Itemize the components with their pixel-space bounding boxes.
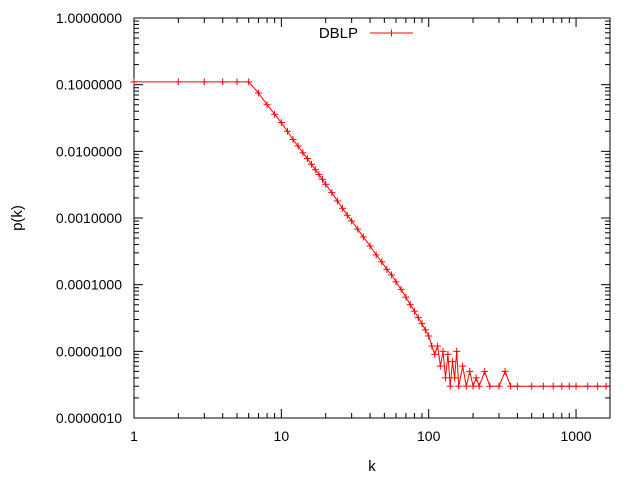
y-tick-label: 0.0010000 [56,210,122,226]
axes-layer: 1 10 100 1000 1.0000000 0.1000000 0.0100000 0.0… [56,10,611,444]
data-point [311,166,319,174]
data-point [425,332,433,340]
data-point [572,382,580,390]
data-point [513,382,521,390]
data-point [528,382,536,390]
series-layer [130,78,610,390]
y-tick-label: 0.0001000 [56,277,122,293]
data-point [421,326,429,334]
data-point [283,127,291,135]
data-point [338,204,346,212]
data-point [507,382,515,390]
x-axis-label: k [368,458,376,475]
data-point [263,101,271,109]
data-point [200,78,208,86]
data-point [418,320,426,328]
y-tick-label: 1.0000000 [56,10,122,26]
data-point [451,374,459,382]
x-tick-label: 10 [274,428,290,444]
data-point [328,189,336,197]
y-tick-label: 0.1000000 [56,77,122,93]
data-point [475,382,483,390]
data-point [315,170,323,178]
data-point [130,78,138,86]
legend-label: DBLP [319,25,358,42]
data-point [406,301,414,309]
x-tick-label: 1 [130,428,138,444]
data-point [462,382,470,390]
data-point [383,265,391,273]
data-point [439,347,447,355]
data-point [277,119,285,127]
data-point [388,271,396,279]
data-point [233,78,241,86]
data-point [472,374,480,382]
data-point [431,350,439,358]
series-line-dblp [134,81,607,388]
data-point [271,110,279,118]
data-point [453,347,461,355]
data-point [174,78,182,86]
data-point [446,382,454,390]
data-point [469,382,477,390]
data-point [294,142,302,150]
y-axis-label: p(k) [9,205,26,231]
data-point [322,180,330,188]
data-point [584,382,592,390]
data-point [245,78,253,86]
data-point [255,89,263,97]
y-tick-label: 0.0100000 [56,143,122,159]
data-point [303,155,311,163]
data-point [343,211,351,219]
x-tick-label: 100 [417,428,441,444]
data-point [410,307,418,315]
data-point [434,342,442,350]
data-point [486,382,494,390]
data-point [441,374,449,382]
data-point [378,258,386,266]
data-point [366,242,374,250]
data-point [354,225,362,233]
data-point [414,314,422,322]
data-point [333,197,341,205]
data-point [318,175,326,183]
data-point [459,362,467,370]
data-point [558,382,566,390]
data-point [501,367,509,375]
data-point [448,358,456,366]
data-point [392,278,400,286]
y-tick-label: 0.0000100 [56,343,122,359]
plot-frame [133,17,611,419]
data-point [565,382,573,390]
data-point [219,78,227,86]
y-tick-label: 0.0000010 [56,410,122,426]
data-point [436,362,444,370]
data-point [359,233,367,241]
data-point [481,367,489,375]
data-point [602,382,610,390]
data-point [372,251,380,259]
data-point [466,367,474,375]
data-point [594,382,602,390]
legend: DBLP [319,25,413,42]
data-point [455,382,463,390]
data-point [549,382,557,390]
data-point [348,217,356,225]
data-point [299,149,307,157]
x-tick-label: 1000 [560,428,591,444]
data-point [444,350,452,358]
data-point [495,382,503,390]
data-point [289,136,297,144]
data-point [539,382,547,390]
data-point [402,293,410,301]
data-point [397,285,405,293]
data-point [307,160,315,168]
